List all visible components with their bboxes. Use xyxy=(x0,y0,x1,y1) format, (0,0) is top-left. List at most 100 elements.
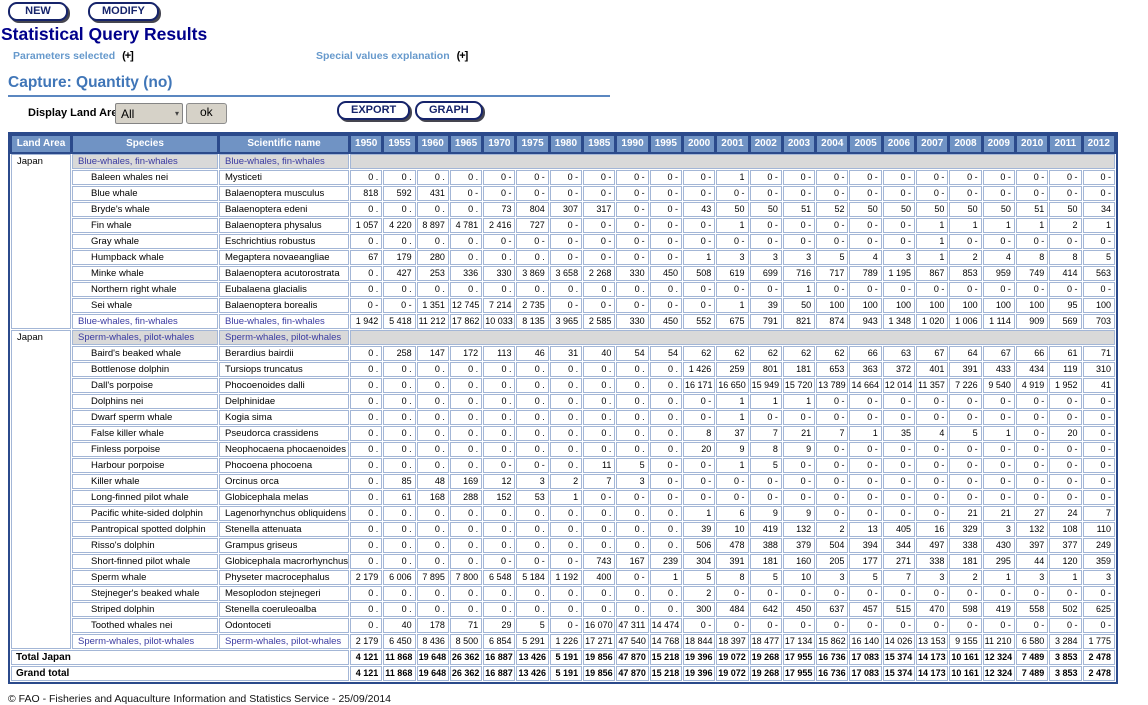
col-header-year: 2009 xyxy=(981,134,1016,154)
export-button[interactable]: EXPORT xyxy=(337,101,411,120)
species-cell: Pacific white-sided dolphin xyxy=(72,506,218,521)
value-cell: 0 - xyxy=(1082,426,1115,441)
col-header-year: 2012 xyxy=(1081,134,1117,154)
value-cell: 0 - xyxy=(916,442,949,457)
value-cell: 0 . xyxy=(649,442,682,457)
total-value-cell: 15 218 xyxy=(649,666,682,681)
value-cell: 0 - xyxy=(982,458,1015,473)
total-value-cell: 16 736 xyxy=(816,666,849,681)
value-cell: 0 . xyxy=(383,442,416,457)
value-cell: 0 . xyxy=(483,426,516,441)
special-values-label[interactable]: Special values explanation xyxy=(316,50,450,62)
graph-button[interactable]: GRAPH xyxy=(415,101,483,120)
value-cell: 39 xyxy=(749,298,782,313)
total-value-cell: 17 083 xyxy=(849,650,882,665)
value-cell: 50 xyxy=(749,202,782,217)
group-total-value-cell: 15 862 xyxy=(816,634,849,649)
value-cell: 0 . xyxy=(483,410,516,425)
value-cell: 3 xyxy=(716,250,749,265)
value-cell: 0 - xyxy=(682,282,716,297)
land-area-select[interactable]: All ▾ xyxy=(115,103,183,124)
value-cell: 818 xyxy=(350,186,383,201)
value-cell: 0 - xyxy=(882,506,916,521)
value-cell: 0 - xyxy=(749,586,782,601)
modify-button[interactable]: MODIFY xyxy=(88,2,159,21)
value-cell: 0 . xyxy=(549,442,583,457)
expand-plus-icon[interactable]: (+] xyxy=(456,50,469,62)
value-cell: 0 - xyxy=(616,202,649,217)
table-header-row: Land Area Species Scientific name 1950 19… xyxy=(10,134,1117,154)
new-button[interactable]: NEW xyxy=(8,2,68,21)
parameters-selected-link[interactable]: Parameters selected (+] xyxy=(13,50,134,62)
value-cell: 0 . xyxy=(449,282,483,297)
value-cell: 0 . xyxy=(483,538,516,553)
value-cell: 100 xyxy=(882,298,916,313)
group-total-value-cell: 6 450 xyxy=(383,634,416,649)
species-cell: Fin whale xyxy=(72,218,218,233)
value-cell: 0 . xyxy=(583,378,616,393)
value-cell: 0 . xyxy=(516,442,549,457)
value-cell: 51 xyxy=(1015,202,1049,217)
parameters-selected-label[interactable]: Parameters selected xyxy=(13,50,116,62)
value-cell: 307 xyxy=(549,202,583,217)
value-cell: 0 . xyxy=(449,410,483,425)
value-cell: 0 - xyxy=(682,474,716,489)
total-value-cell: 19 856 xyxy=(583,650,616,665)
value-cell: 0 - xyxy=(716,586,749,601)
group-total-value-cell: 1 348 xyxy=(882,314,916,329)
value-cell: 0 - xyxy=(849,458,882,473)
ok-button[interactable]: ok xyxy=(186,103,227,124)
value-cell: 9 xyxy=(749,506,782,521)
value-cell: 0 . xyxy=(416,202,449,217)
value-cell: 3 xyxy=(516,474,549,489)
col-header-year: 1980 xyxy=(548,134,584,154)
value-cell: 172 xyxy=(449,346,483,361)
value-cell: 0 . xyxy=(383,522,416,537)
value-cell: 0 - xyxy=(1015,490,1049,505)
value-cell: 0 - xyxy=(782,618,816,633)
col-header-year: 1995 xyxy=(648,134,683,154)
value-cell: 642 xyxy=(749,602,782,617)
value-cell: 0 - xyxy=(1082,490,1115,505)
value-cell: 0 - xyxy=(483,234,516,249)
scientific-name-cell: Balaenoptera borealis xyxy=(219,298,349,313)
species-cell: False killer whale xyxy=(72,426,218,441)
scientific-name-cell: Balaenoptera edeni xyxy=(219,202,349,217)
value-cell: 0 . xyxy=(383,410,416,425)
value-cell: 0 - xyxy=(649,298,682,313)
col-header-year: 1970 xyxy=(482,134,517,154)
grand-total-row: Grand total 4 121 11 868 19 648 26 362 16 887… xyxy=(11,666,1115,681)
value-cell: 1 xyxy=(982,570,1015,585)
value-cell: 0 . xyxy=(549,426,583,441)
value-cell: 0 - xyxy=(649,170,682,185)
scientific-name-cell: Mesoplodon stejnegeri xyxy=(219,586,349,601)
value-cell: 100 xyxy=(849,298,882,313)
value-cell: 0 . xyxy=(416,538,449,553)
value-cell: 0 - xyxy=(816,410,849,425)
value-cell: 54 xyxy=(616,346,649,361)
value-cell: 0 - xyxy=(1015,426,1049,441)
value-cell: 0 - xyxy=(749,282,782,297)
value-cell: 0 - xyxy=(849,618,882,633)
special-values-link[interactable]: Special values explanation (+] xyxy=(316,50,469,62)
value-cell: 0 - xyxy=(882,442,916,457)
value-cell: 0 - xyxy=(949,618,982,633)
value-cell: 7 226 xyxy=(949,378,982,393)
value-cell: 0 - xyxy=(849,282,882,297)
value-cell: 132 xyxy=(1015,522,1049,537)
value-cell: 0 - xyxy=(483,186,516,201)
value-cell: 37 xyxy=(716,426,749,441)
table-row: False killer whale Pseudorca crassidens 0 … xyxy=(11,426,1115,441)
value-cell: 0 . xyxy=(383,282,416,297)
col-header-year: 2006 xyxy=(881,134,917,154)
value-cell: 0 . xyxy=(583,410,616,425)
total-value-cell: 47 870 xyxy=(616,650,649,665)
value-cell: 804 xyxy=(516,202,549,217)
value-cell: 0 - xyxy=(616,170,649,185)
total-label-cell: Grand total xyxy=(11,666,349,681)
value-cell: 4 220 xyxy=(383,218,416,233)
value-cell: 0 . xyxy=(549,458,583,473)
total-value-cell: 5 191 xyxy=(549,666,583,681)
expand-plus-icon[interactable]: (+] xyxy=(122,50,134,62)
value-cell: 0 . xyxy=(350,394,383,409)
